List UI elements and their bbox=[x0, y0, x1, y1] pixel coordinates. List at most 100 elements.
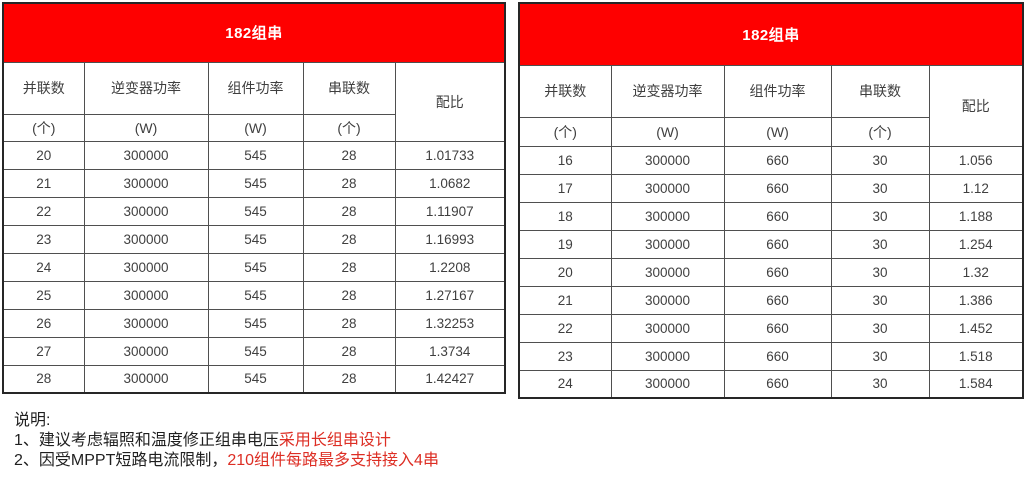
notes-heading: 说明: bbox=[14, 412, 51, 429]
table-row: 21 300000 660 30 1.386 bbox=[518, 285, 1024, 315]
note-1-highlight: 采用长组串设计 bbox=[278, 432, 391, 449]
cell: 300000 bbox=[83, 252, 209, 282]
table-header-row: 182组串 bbox=[2, 2, 506, 63]
cell: 28 bbox=[302, 224, 396, 254]
cell: 300000 bbox=[83, 308, 209, 338]
table-row: 23 300000 545 28 1.16993 bbox=[2, 224, 506, 254]
table-row: 17 300000 660 30 1.12 bbox=[518, 173, 1024, 203]
cell: 1.254 bbox=[928, 229, 1024, 259]
cell: 300000 bbox=[610, 173, 725, 203]
table-row: 23 300000 660 30 1.518 bbox=[518, 341, 1024, 371]
note-2-text: 2、因受MPPT短路电流限制， bbox=[14, 452, 228, 469]
cell: 1.01733 bbox=[394, 140, 506, 170]
cell: 300000 bbox=[83, 280, 209, 310]
cell: 545 bbox=[207, 364, 304, 394]
table-row: 19 300000 660 30 1.254 bbox=[518, 229, 1024, 259]
cell: 28 bbox=[2, 364, 85, 394]
cell: 1.12 bbox=[928, 173, 1024, 203]
unit-inverter-power: (W) bbox=[610, 116, 725, 147]
col-header-inverter-power: 逆变器功率 bbox=[83, 61, 209, 115]
table-row: 24 300000 545 28 1.2208 bbox=[2, 252, 506, 282]
unit-parallel-count: (个) bbox=[2, 113, 85, 142]
cell: 21 bbox=[518, 285, 612, 315]
cell: 300000 bbox=[83, 196, 209, 226]
cell: 28 bbox=[302, 280, 396, 310]
cell: 28 bbox=[302, 308, 396, 338]
cell: 660 bbox=[723, 285, 832, 315]
cell: 545 bbox=[207, 140, 304, 170]
cell: 660 bbox=[723, 201, 832, 231]
cell: 30 bbox=[830, 341, 930, 371]
cell: 300000 bbox=[610, 229, 725, 259]
cell: 30 bbox=[830, 369, 930, 399]
cell: 545 bbox=[207, 196, 304, 226]
table-title-banner: 182组串 bbox=[2, 2, 506, 63]
unit-module-power: (W) bbox=[723, 116, 832, 147]
note-line-2: 2、因受MPPT短路电流限制，210组件每路最多支持接入4串 bbox=[14, 451, 1024, 471]
cell: 1.32 bbox=[928, 257, 1024, 287]
cell: 1.056 bbox=[928, 145, 1024, 175]
table-row: 20 300000 660 30 1.32 bbox=[518, 257, 1024, 287]
table-row: 22 300000 545 28 1.11907 bbox=[2, 196, 506, 226]
cell: 26 bbox=[2, 308, 85, 338]
col-header-module-power: 组件功率 bbox=[207, 61, 304, 115]
table-row: 27 300000 545 28 1.3734 bbox=[2, 336, 506, 366]
cell: 30 bbox=[830, 257, 930, 287]
cell: 24 bbox=[2, 252, 85, 282]
cell: 1.188 bbox=[928, 201, 1024, 231]
table-row: 20 300000 545 28 1.01733 bbox=[2, 140, 506, 170]
col-header-parallel-count: 并联数 bbox=[518, 64, 612, 118]
tables-row: 182组串 并联数 逆变器功率 组件功率 串联数 配比 (个) (W) (W) … bbox=[2, 2, 1024, 399]
unit-series-count: (个) bbox=[302, 113, 396, 142]
unit-inverter-power: (W) bbox=[83, 113, 209, 142]
cell: 300000 bbox=[610, 285, 725, 315]
col-header-inverter-power: 逆变器功率 bbox=[610, 64, 725, 118]
cell: 660 bbox=[723, 257, 832, 287]
cell: 660 bbox=[723, 173, 832, 203]
cell: 300000 bbox=[610, 201, 725, 231]
cell: 28 bbox=[302, 196, 396, 226]
cell: 1.11907 bbox=[394, 196, 506, 226]
col-header-module-power: 组件功率 bbox=[723, 64, 832, 118]
cell: 16 bbox=[518, 145, 612, 175]
cell: 24 bbox=[518, 369, 612, 399]
cell: 1.0682 bbox=[394, 168, 506, 198]
table-row: 26 300000 545 28 1.32253 bbox=[2, 308, 506, 338]
cell: 1.452 bbox=[928, 313, 1024, 343]
cell: 30 bbox=[830, 173, 930, 203]
cell: 18 bbox=[518, 201, 612, 231]
unit-module-power: (W) bbox=[207, 113, 304, 142]
cell: 28 bbox=[302, 364, 396, 394]
left-config-table: 182组串 并联数 逆变器功率 组件功率 串联数 配比 (个) (W) (W) … bbox=[2, 2, 506, 394]
cell: 545 bbox=[207, 224, 304, 254]
unit-series-count: (个) bbox=[830, 116, 930, 147]
cell: 300000 bbox=[83, 168, 209, 198]
cell: 1.386 bbox=[928, 285, 1024, 315]
col-header-series-count: 串联数 bbox=[302, 61, 396, 115]
cell: 660 bbox=[723, 369, 832, 399]
cell: 30 bbox=[830, 313, 930, 343]
cell: 1.518 bbox=[928, 341, 1024, 371]
note-1-text: 1、建议考虑辐照和温度修正组串电压 bbox=[14, 432, 279, 449]
cell: 22 bbox=[518, 313, 612, 343]
cell: 28 bbox=[302, 336, 396, 366]
cell: 1.2208 bbox=[394, 252, 506, 282]
notes-section: 说明: 1、建议考虑辐照和温度修正组串电压采用长组串设计 2、因受MPPT短路电… bbox=[14, 411, 1024, 471]
table-row: 22 300000 660 30 1.452 bbox=[518, 313, 1024, 343]
cell: 300000 bbox=[610, 145, 725, 175]
cell: 660 bbox=[723, 145, 832, 175]
note-line-1: 1、建议考虑辐照和温度修正组串电压采用长组串设计 bbox=[14, 431, 1024, 451]
table-row: 21 300000 545 28 1.0682 bbox=[2, 168, 506, 198]
cell: 1.32253 bbox=[394, 308, 506, 338]
cell: 1.42427 bbox=[394, 364, 506, 394]
cell: 20 bbox=[518, 257, 612, 287]
cell: 660 bbox=[723, 229, 832, 259]
table-title-banner: 182组串 bbox=[518, 2, 1024, 66]
note-2-highlight: 210组件每路最多支持接入4串 bbox=[227, 452, 439, 469]
cell: 1.16993 bbox=[394, 224, 506, 254]
table-row: 18 300000 660 30 1.188 bbox=[518, 201, 1024, 231]
cell: 1.27167 bbox=[394, 280, 506, 310]
table-row: 24 300000 660 30 1.584 bbox=[518, 369, 1024, 399]
right-config-table: 182组串 并联数 逆变器功率 组件功率 串联数 配比 (个) (W) (W) … bbox=[518, 2, 1024, 399]
cell: 545 bbox=[207, 280, 304, 310]
